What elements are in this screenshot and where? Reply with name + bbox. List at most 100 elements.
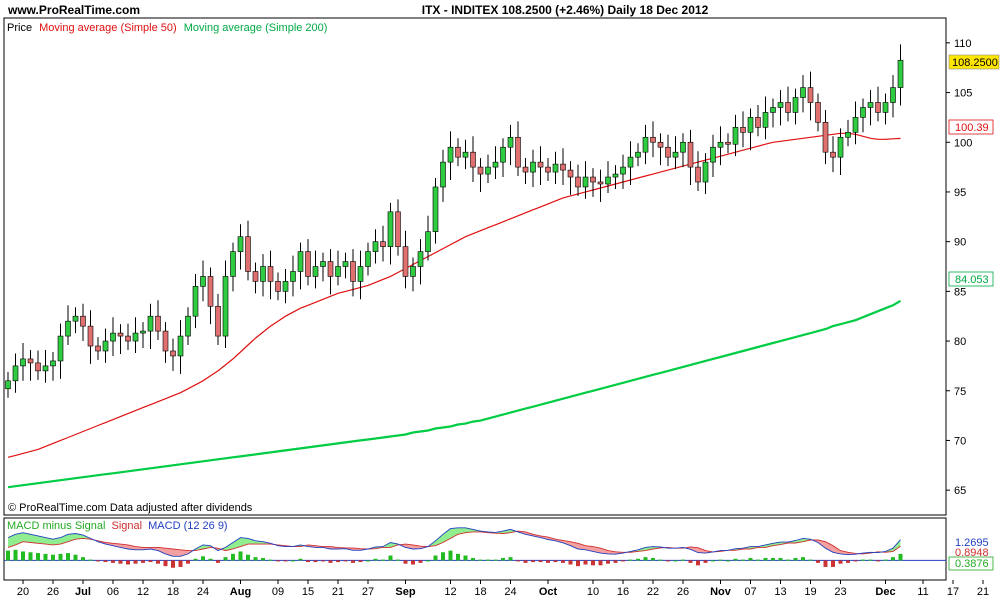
candle-body: [545, 166, 551, 173]
candle-body: [125, 335, 131, 342]
macd-hist-bar: [6, 550, 10, 561]
macd-hist-bar: [741, 559, 745, 561]
candle-body: [410, 266, 416, 277]
macd-hist-bar: [373, 558, 378, 561]
candle-body: [770, 107, 776, 113]
macd-hist-bar: [321, 560, 325, 562]
candle-body: [282, 281, 289, 292]
candle-body: [87, 325, 94, 347]
macd-hist-bar: [13, 549, 18, 561]
x-tick-label: 18: [474, 586, 486, 598]
candle-body: [582, 176, 589, 188]
macd-hist-bar: [156, 560, 160, 564]
candle-body: [695, 166, 701, 183]
macd-hist-bar: [748, 557, 753, 561]
candle-body: [57, 335, 64, 362]
copyright-note: © ProRealTime.com Data adjusted after di…: [8, 502, 253, 514]
macd-hist-bar: [51, 554, 55, 561]
candle-body: [387, 211, 394, 247]
macd-hist-bar: [133, 560, 138, 564]
candle-body: [635, 151, 641, 158]
macd-hist-bar: [178, 560, 183, 567]
x-tick-label: 27: [362, 586, 374, 598]
site-name[interactable]: www.ProRealTime.com: [7, 3, 140, 17]
macd-hist-bar: [831, 560, 835, 567]
x-tick-label: Nov: [710, 586, 732, 598]
macd-hist-bar: [576, 560, 580, 567]
macd-hist-bar: [246, 554, 250, 561]
macd-hist-bar: [291, 560, 295, 562]
macd-hist-bar: [516, 560, 520, 562]
candle-body: [590, 176, 596, 183]
candle-body: [440, 161, 446, 188]
macd-hist-bar: [238, 551, 243, 561]
macd-hist-bar: [336, 560, 340, 563]
macd-hist-bar: [126, 560, 130, 565]
candle-body: [860, 107, 866, 118]
macd-hist-bar: [73, 554, 78, 561]
macd-hist-bar: [651, 557, 655, 561]
candle-body: [890, 87, 896, 103]
macd-hist-bar: [666, 560, 670, 562]
macd-hist-bar: [366, 560, 370, 562]
candle-body: [732, 127, 739, 145]
macd-hist-bar: [726, 560, 730, 562]
macd-hist-bar: [66, 553, 70, 561]
candle-body: [447, 146, 454, 163]
macd-hist-bar: [823, 560, 828, 567]
candle-body: [800, 87, 806, 98]
candle-body: [560, 163, 566, 171]
y-tick-label: 105: [954, 88, 972, 100]
y-tick-label: 75: [954, 386, 966, 398]
macd-fill-segment: [833, 545, 841, 554]
x-tick-label: 16: [617, 586, 629, 598]
candle-body: [852, 117, 859, 133]
macd-hist-bar: [501, 557, 505, 561]
ma50-series: [7, 132, 901, 458]
macd-hist-bar: [606, 560, 610, 564]
legend-macd-hist: MACD minus Signal: [7, 520, 105, 532]
macd-hist-bar: [141, 560, 145, 563]
legend-price: Price: [7, 22, 32, 34]
candle-body: [357, 266, 364, 282]
candle-body: [102, 340, 109, 352]
candle-body: [882, 102, 889, 113]
x-tick-label: 18: [167, 586, 179, 598]
candle-body: [95, 345, 101, 352]
x-tick-label: 12: [444, 586, 456, 598]
macd-hist-bar: [88, 559, 93, 561]
macd-fill-segment: [248, 538, 256, 545]
macd-hist-bar: [703, 560, 708, 563]
macd-fill-segment: [8, 534, 16, 548]
candle-body: [777, 102, 784, 108]
macd-hist-bar: [486, 559, 490, 561]
x-tick-label: 15: [302, 586, 314, 598]
macd-hist-bar: [553, 560, 558, 563]
macd-hist-bar: [846, 560, 850, 563]
macd-hist-bar: [621, 560, 625, 562]
candle-body: [327, 261, 334, 277]
macd-hist-bar: [546, 560, 550, 563]
candle-body: [627, 156, 634, 168]
macd-lines: [7, 527, 901, 557]
candle-body: [875, 102, 881, 113]
price-panel[interactable]: [3, 17, 947, 516]
macd-fill-segment: [893, 539, 901, 552]
candle-body: [162, 330, 169, 352]
macd-hist-bar: [298, 558, 303, 561]
macd-fill-segment: [690, 546, 698, 553]
x-tick-label: 10: [587, 586, 599, 598]
candle-body: [785, 102, 791, 113]
x-tick-label: 24: [197, 586, 209, 598]
macd-hist-bar: [531, 560, 535, 563]
macd-hist-bar: [171, 560, 175, 568]
y-tick-label: 85: [954, 286, 966, 298]
x-tick-label: 11: [917, 586, 928, 598]
macd-hist-bar: [718, 559, 723, 561]
x-tick-label: 21: [977, 586, 989, 598]
macd-hist-bar: [111, 560, 115, 563]
candle-body: [170, 350, 176, 357]
candle-body: [72, 315, 79, 322]
x-tick-label: 19: [804, 586, 816, 598]
macd-line: [7, 527, 901, 557]
